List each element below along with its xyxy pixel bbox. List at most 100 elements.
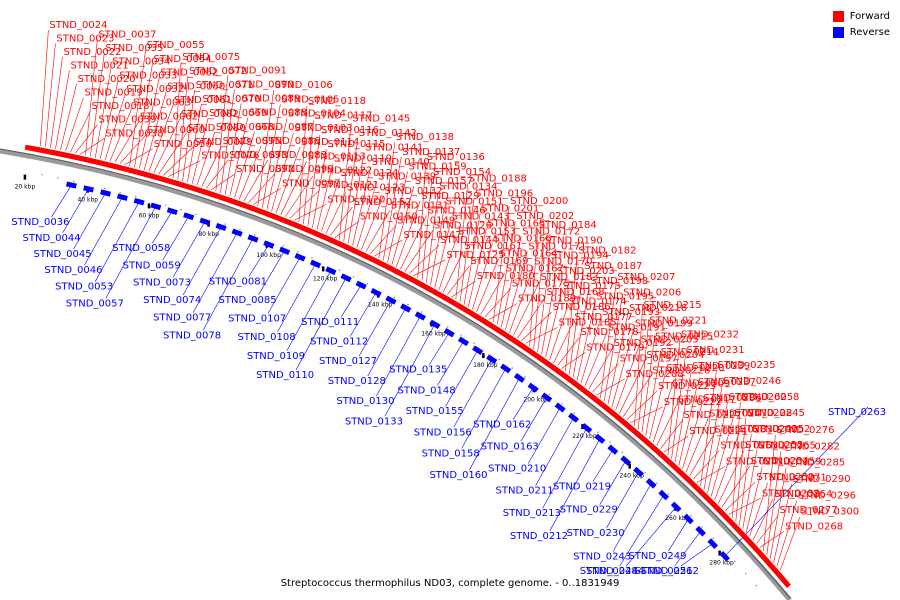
forward-label-connector (682, 402, 703, 469)
axis-minor-dot (755, 584, 758, 587)
forward-gene-label: STND_0021 (70, 60, 128, 71)
reverse-gene-label: STND_0155 (406, 406, 464, 417)
forward-gene-label: STND_0178 (580, 327, 638, 338)
forward-gene-label: STND_0245 (747, 408, 805, 419)
forward-label-connector (220, 89, 235, 194)
axis-minor-dot (195, 213, 197, 216)
forward-gene-label: STND_0126 (434, 220, 492, 231)
forward-label-connector (611, 328, 635, 408)
reverse-label-connector (612, 483, 652, 552)
reverse-label-connector (625, 506, 677, 567)
axis-tick-label: 140 kbp (368, 302, 393, 309)
forward-gene-label: STND_0169 (470, 256, 528, 267)
reverse-label-connector (51, 184, 72, 218)
forward-label-connector (234, 131, 255, 198)
forward-gene-label: STND_0144 (440, 235, 498, 246)
reverse-label-connector (340, 284, 362, 318)
forward-gene-label: STND_0204 (646, 350, 704, 361)
forward-label-connector (153, 118, 181, 173)
axis-minor-dot (407, 303, 409, 306)
reverse-gene-arrow (385, 295, 397, 305)
forward-label-connector (742, 450, 758, 529)
axis-minor-dot (460, 334, 462, 336)
axis-minor-dot (734, 560, 736, 562)
axis-minor-dot (119, 191, 121, 194)
reverse-gene-arrow (183, 212, 195, 221)
reverse-gene-label: STND_0230 (567, 528, 625, 539)
axis-tick-label: 240 kbp (619, 473, 644, 480)
forward-gene-label: STND_0062 (140, 111, 198, 122)
forward-label-connector (70, 110, 91, 153)
reverse-label-connector (680, 543, 713, 567)
forward-gene-label: STND_0019 (84, 88, 142, 99)
forward-label-connector (201, 145, 222, 187)
forward-gene-label: STND_0132 (384, 186, 442, 197)
forward-label-connector (700, 369, 717, 486)
forward-gene-label: STND_0185 (559, 317, 617, 328)
reverse-gene-label: STND_0078 (163, 330, 221, 341)
forward-gene-label: STND_0093 (229, 150, 287, 161)
forward-gene-label: STND_0129 (421, 191, 479, 202)
forward-label-connector (537, 260, 550, 352)
forward-label-connector (557, 336, 580, 366)
forward-label-connector (124, 148, 153, 166)
forward-label-connector (430, 206, 445, 286)
forward-label-connector (421, 176, 433, 281)
reverse-gene-label: STND_0046 (44, 265, 102, 276)
reverse-gene-label: STND_0107 (228, 313, 286, 324)
forward-gene-label: STND_0139 (378, 172, 436, 183)
forward-gene-label: STND_0055 (147, 40, 205, 51)
forward-gene-label: STND_0061 (174, 95, 232, 106)
forward-label-connector (417, 162, 427, 279)
forward-gene-label: STND_0138 (396, 132, 454, 143)
axis-minor-dot (561, 403, 563, 405)
legend-forward-label: Forward (849, 10, 890, 22)
forward-label-connector (400, 215, 427, 270)
forward-gene-label: STND_0117 (314, 110, 372, 121)
reverse-label-connector (674, 531, 701, 567)
reverse-gene-label: STND_0160 (429, 470, 487, 481)
forward-gene-label: STND_0196 (475, 188, 533, 199)
forward-gene-label: STND_0216 (629, 303, 687, 314)
forward-gene-label: STND_0038 (105, 128, 163, 139)
reverse-gene-label: STND_0130 (336, 396, 394, 407)
reverse-gene-label: STND_0127 (319, 356, 377, 367)
forward-gene-label: STND_0151 (446, 197, 504, 208)
forward-gene-label: STND_0255 (745, 440, 803, 451)
forward-label-connector (588, 347, 614, 390)
forward-label-connector (243, 159, 269, 202)
axis-tick-mark (482, 353, 485, 359)
forward-gene-label: STND_0276 (776, 425, 834, 436)
forward-label-connector (177, 75, 189, 180)
forward-gene-label: STND_0226 (652, 366, 710, 377)
legend-forward: Forward (832, 8, 890, 24)
forward-gene-label: STND_0187 (584, 261, 642, 272)
forward-label-connector (139, 77, 160, 169)
reverse-gene-arrow (133, 197, 145, 206)
axis-minor-dot (473, 342, 475, 344)
forward-label-connector (163, 146, 194, 176)
forward-gene-label: STND_0168 (547, 287, 605, 298)
reverse-gene-arrow (607, 444, 619, 455)
forward-gene-label: STND_0206 (623, 288, 681, 299)
forward-gene-label: STND_0171 (528, 241, 586, 252)
forward-label-connector (472, 243, 493, 310)
reverse-gene-label: STND_0085 (219, 295, 277, 306)
forward-label-connector (238, 145, 262, 200)
reverse-label-connector (202, 238, 254, 331)
reverse-label-connector (277, 263, 316, 333)
reverse-gene-arrow (340, 273, 352, 283)
forward-label-connector (763, 435, 776, 552)
forward-gene-label: STND_0194 (551, 251, 609, 262)
reverse-label-connector (437, 341, 464, 386)
forward-gene-label: STND_0236 (703, 393, 761, 404)
axis-minor-dot (311, 257, 313, 259)
forward-label-connector (541, 275, 556, 355)
forward-gene-label: STND_0142 (359, 128, 417, 139)
forward-label-connector (99, 80, 119, 159)
forward-gene-label: STND_0140 (372, 157, 430, 168)
reverse-gene-arrow (541, 392, 553, 403)
forward-label-connector (119, 134, 147, 164)
forward-label-connector (257, 90, 275, 207)
forward-gene-label: STND_0217 (678, 394, 736, 405)
